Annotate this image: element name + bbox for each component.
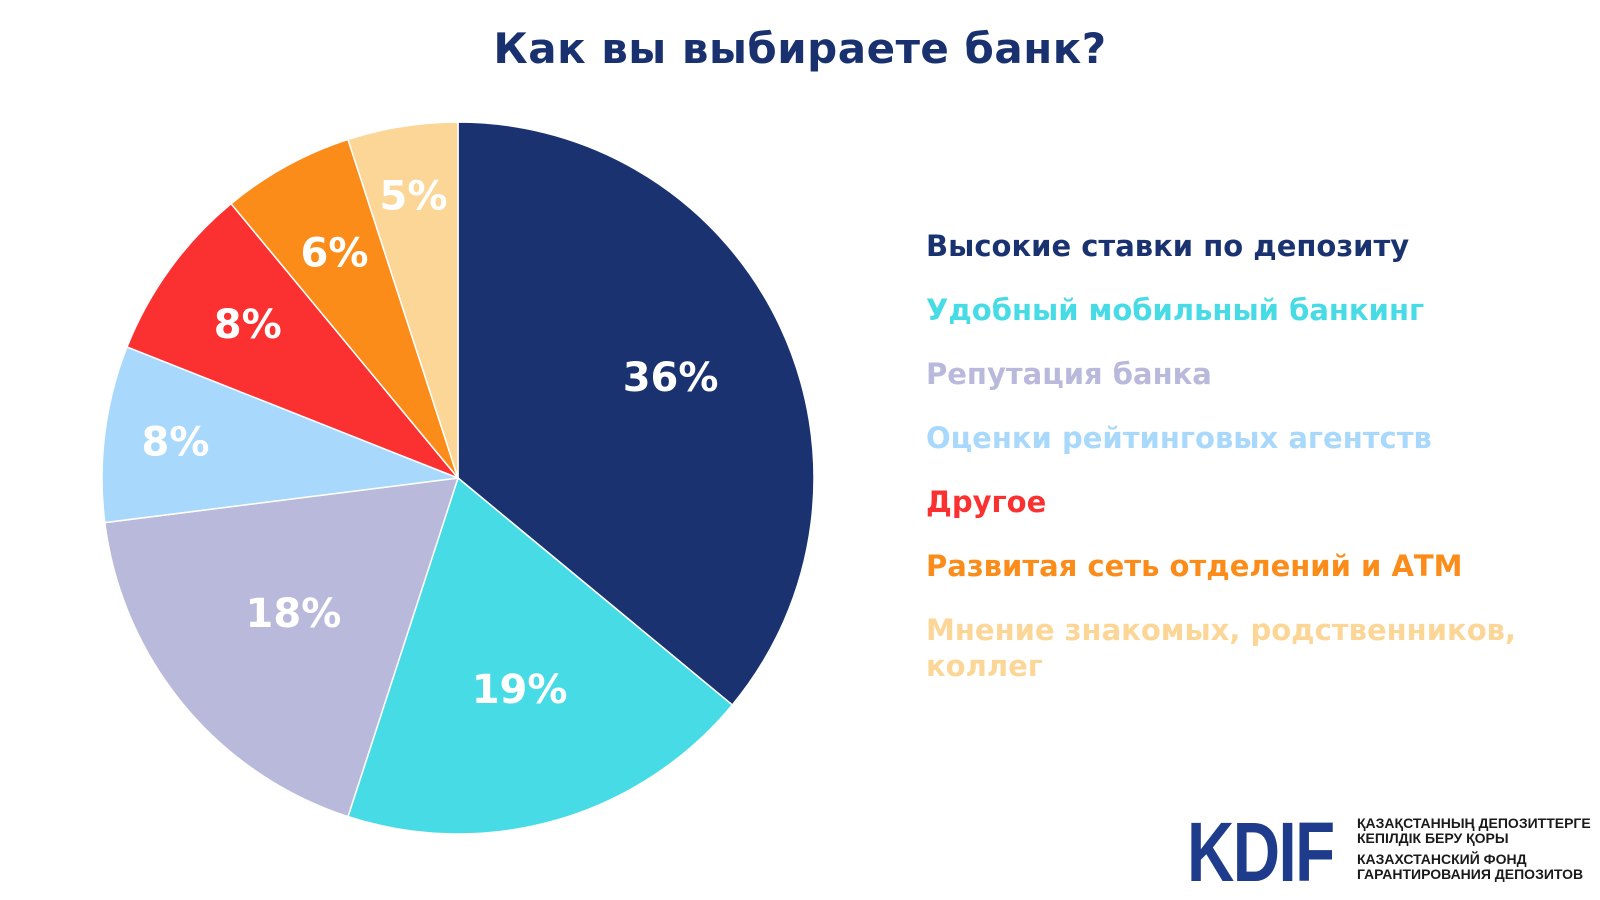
pie-slice (347, 121, 459, 479)
legend: Высокие ставки по депозиту Удобный мобил… (926, 228, 1566, 712)
pie-slice (101, 345, 459, 524)
pie-slice (230, 138, 459, 479)
logo-text-ru: КАЗАХСТАНСКИЙ ФОНД ГАРАНТИРОВАНИЯ ДЕПОЗИ… (1357, 852, 1583, 882)
legend-item: Репутация банка (926, 357, 1212, 391)
logo-ru-line2: ГАРАНТИРОВАНИЯ ДЕПОЗИТОВ (1357, 866, 1584, 882)
pie-slice (347, 476, 734, 835)
legend-item: Высокие ставки по депозиту (926, 229, 1410, 263)
slice-label: 5% (379, 174, 447, 220)
logo-kz-line1: ҚАЗАҚСТАННЫҢ ДЕПОЗИТТЕРГЕ (1357, 815, 1591, 831)
chart-title: Как вы выбираете банк? (493, 24, 1107, 73)
logo-text-kz: ҚАЗАҚСТАННЫҢ ДЕПОЗИТТЕРГЕ КЕПІЛДІК БЕРУ … (1357, 816, 1591, 846)
legend-item: Другое (926, 485, 1047, 519)
logo-mark: KDIF (1187, 805, 1335, 899)
slice-label: 8% (141, 419, 209, 465)
slice-label: 36% (623, 355, 719, 401)
slice-label: 6% (301, 230, 369, 276)
logo-kz-line2: КЕПІЛДІК БЕРУ ҚОРЫ (1357, 830, 1509, 846)
legend-item: Развитая сеть отделений и АТМ (926, 549, 1463, 583)
pie-slice (457, 121, 815, 706)
slice-label: 8% (214, 302, 282, 348)
legend-item: Удобный мобильный банкинг (926, 293, 1425, 327)
slice-label: 19% (472, 667, 568, 713)
kdif-logo: KDIF ҚАЗАҚСТАННЫҢ ДЕПОЗИТТЕРГЕ КЕПІЛДІК … (1187, 805, 1591, 899)
slice-label: 18% (246, 591, 342, 637)
pie-slice (126, 202, 459, 479)
legend-item: Мнение знакомых, родственников, коллег (926, 613, 1516, 683)
logo-ru-line1: КАЗАХСТАНСКИЙ ФОНД (1357, 851, 1527, 867)
legend-item: Оценки рейтинговых агентств (926, 421, 1432, 455)
pie-slice (103, 477, 460, 818)
